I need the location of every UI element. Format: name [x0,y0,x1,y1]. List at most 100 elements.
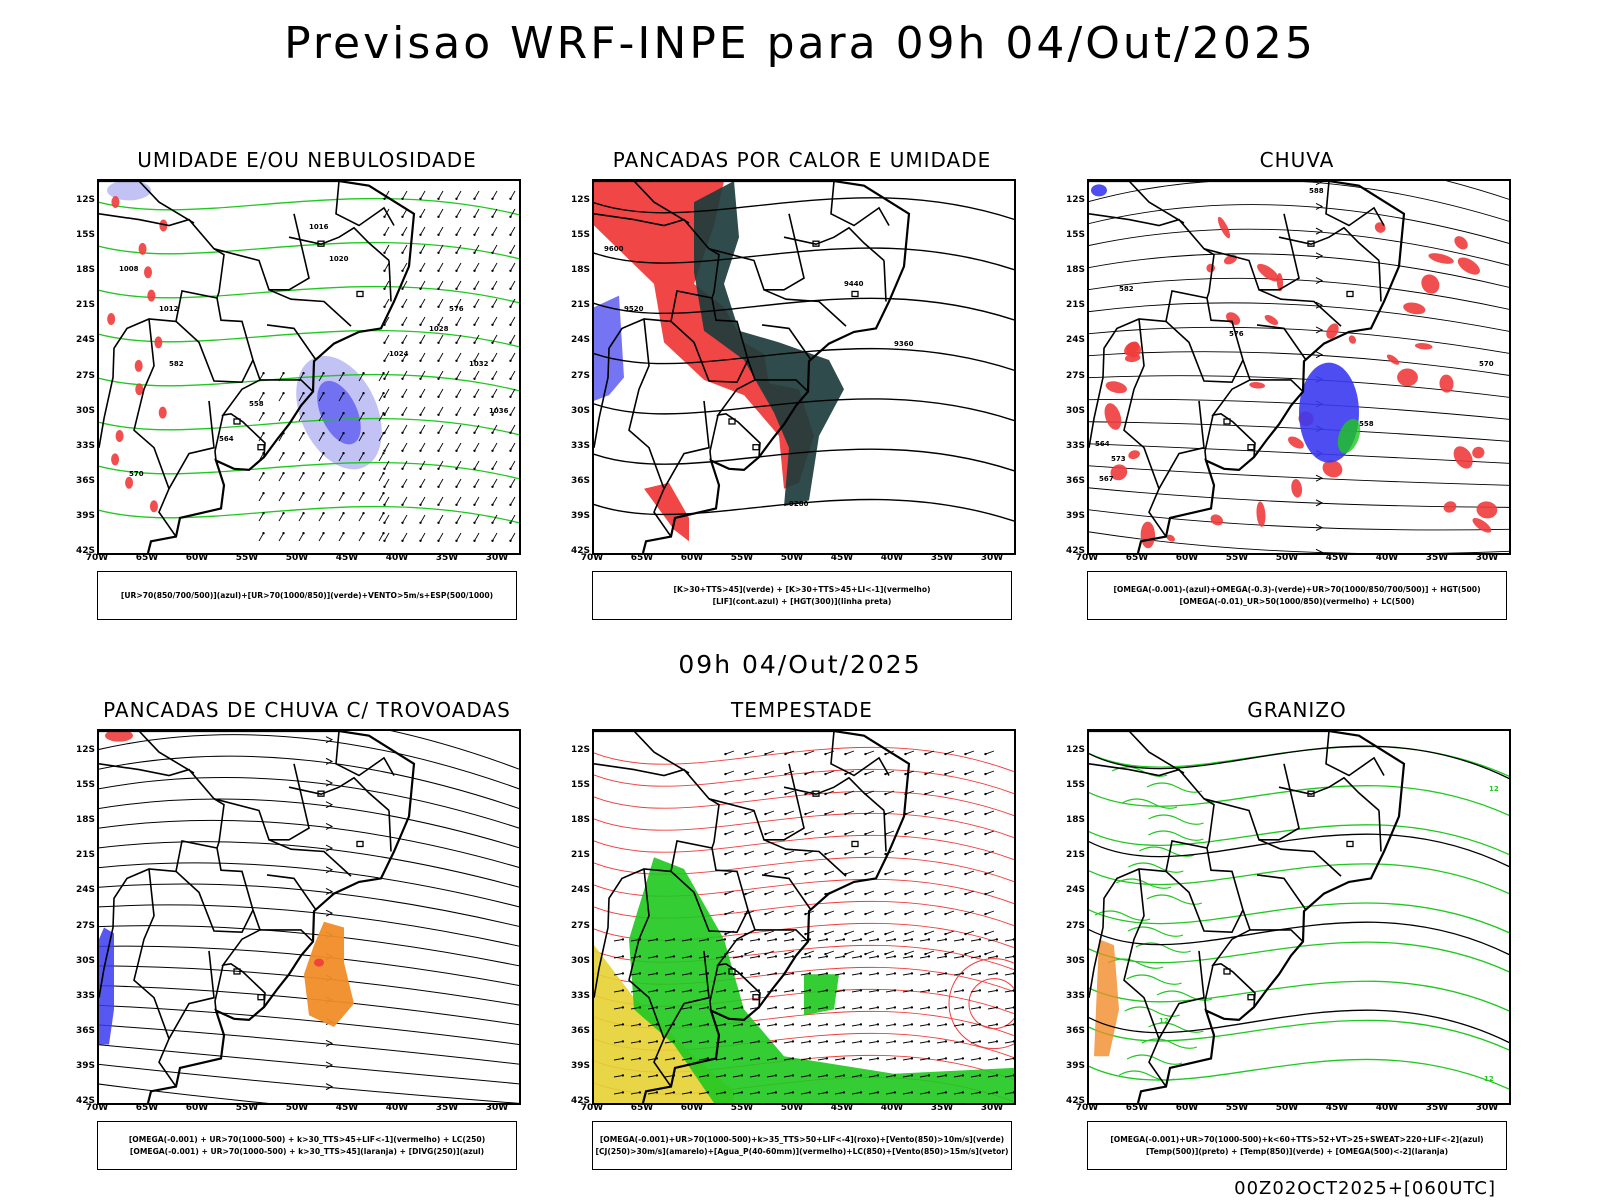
wind-vector [1005,1058,1014,1060]
streamline [99,842,519,889]
wind-vector [439,353,444,361]
latitude-label: 21S [1057,300,1085,310]
wind-vector [403,461,408,469]
wind-vector [766,771,775,774]
wind-vector [385,497,390,505]
wind-vector [439,389,444,397]
wind-vector [421,209,426,217]
wind-vector [385,515,390,523]
latitude-label: 30S [562,956,590,966]
latitude-label: 36S [562,1026,590,1036]
coastline [1089,731,1404,1103]
wind-vector [826,871,835,874]
wind-vector [946,771,955,774]
wind-vector [750,956,759,958]
country-border [1379,261,1381,302]
wind-vector [475,461,480,469]
wind-vector [866,871,875,874]
wind-vector [511,335,516,343]
wind-vector [385,389,390,397]
wind-vector [726,811,735,814]
map-panel-4: PANCADAS DE CHUVA C/ TROVOADAS 12S 15S 18S 2… [70,698,540,1178]
latitude-label: 15S [562,780,590,790]
wind-vector [786,911,795,914]
panel-title: TEMPESTADE [592,698,1012,722]
wind-vector [421,371,426,379]
wind-vector [826,931,835,934]
wind-vector [926,951,935,954]
country-border [389,811,391,852]
longitude-label: 50W [777,1103,807,1113]
panel-title: GRANIZO [1087,698,1507,722]
latitude-label: 27S [1057,921,1085,931]
wind-vector [475,443,480,451]
wind-vector [746,951,755,954]
contour-label: 1016 [309,223,329,231]
wind-vector [421,425,426,433]
longitude-label: 65W [1122,1103,1152,1113]
wind-vector [835,1058,844,1060]
longitude-label: 40W [877,1103,907,1113]
country-border [214,214,309,290]
wind-vector [403,407,408,415]
wind-vector [920,990,929,992]
wind-vector [475,245,480,253]
latitude-label: 12S [562,745,590,755]
wind-vector [403,335,408,343]
wind-vector [826,831,835,834]
country-border [1379,811,1381,852]
contour-line [1089,864,1509,896]
wind-vector [421,335,426,343]
wind-vector [920,1007,929,1009]
wind-vector [846,911,855,914]
wind-vector [493,353,498,361]
latitude-label: 27S [67,371,95,381]
legend-line: [LIF](cont.azul) + [HGT(300)](linha pret… [593,596,1011,608]
wind-vector [766,851,775,854]
wind-vector [886,831,895,834]
panel-title: CHUVA [1087,148,1507,172]
wind-vector [299,433,304,441]
wind-vector [403,299,408,307]
country-border [139,731,194,773]
wind-vector [439,533,444,541]
streamline [1089,422,1509,442]
legend-box: [OMEGA(-0.001)+UR>70(1000-500)+k>35_TTS>… [592,1121,1012,1170]
country-border [1089,214,1243,360]
wind-vector [421,515,426,523]
wind-vector [866,751,875,754]
wind-vector [421,443,426,451]
wind-vector [946,811,955,814]
wind-vector [279,413,284,421]
map-frame: 1008 1012 1016 1020 1024 1028 1032 1036 570 576 58… [97,179,521,555]
latitude-label: 36S [1057,476,1085,486]
contour-label: 558 [249,400,264,408]
wind-vector [852,939,861,941]
wind-vector [784,1007,793,1009]
wind-vector [906,911,915,914]
latitude-label: 24S [562,335,590,345]
panel-title: PANCADAS DE CHUVA C/ TROVOADAS [97,698,517,722]
legend-line: [OMEGA(-0.001)+UR>70(1000-500)+k>35_TTS>… [593,1134,1011,1146]
wind-vector [457,479,462,487]
legend-line: [OMEGA(-0.001)-(azul)+OMEGA(-0.3)-(verde… [1088,584,1506,596]
wind-vector [966,771,975,774]
wind-vector [946,931,955,934]
longitude-label: 45W [827,1103,857,1113]
wind-vector [920,1041,929,1043]
wind-vector [421,497,426,505]
wind-vector [903,1058,912,1060]
wind-vector [457,191,462,199]
wind-vector [421,227,426,235]
wind-vector [826,851,835,854]
contour-label: 564 [1095,440,1110,448]
longitude-label: 35W [927,1103,957,1113]
streamline [1089,181,1509,201]
wind-vector [457,497,462,505]
page-title: Previsao WRF-INPE para 09h 04/Out/2025 [0,18,1600,69]
wind-vector [852,1041,861,1043]
contour-label: 576 [449,305,464,313]
wind-vector [986,751,995,754]
latitude-label: 30S [1057,956,1085,966]
wind-vector [869,1041,878,1043]
